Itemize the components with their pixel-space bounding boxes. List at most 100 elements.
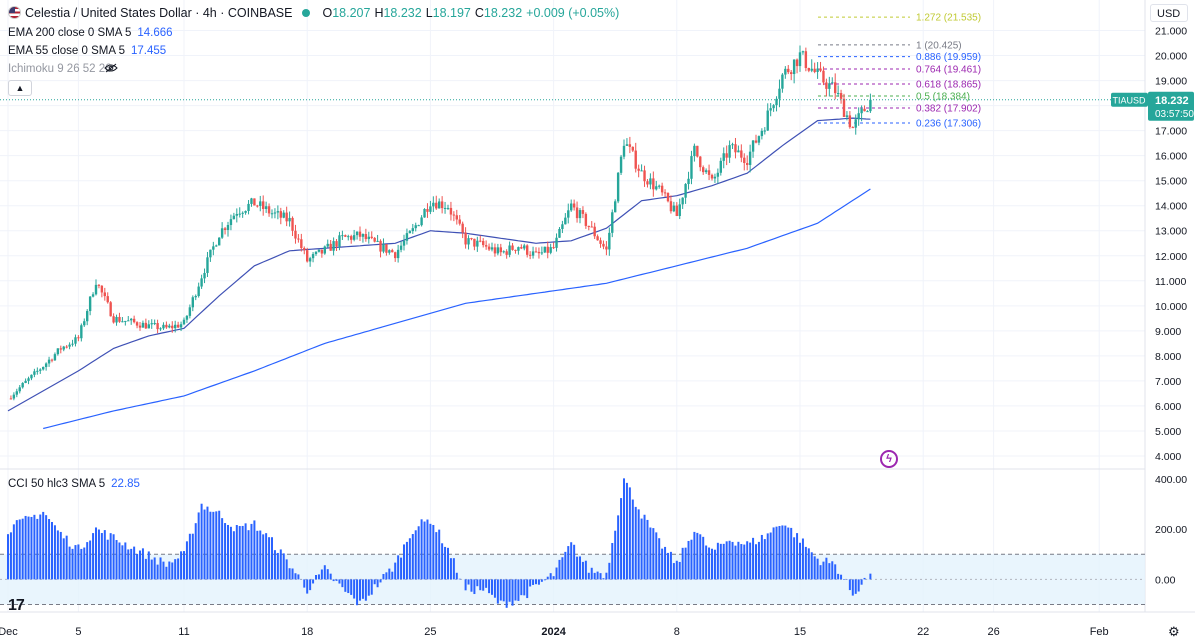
- candle-body: [182, 319, 186, 325]
- cci-bar: [315, 574, 317, 580]
- cci-bar: [229, 526, 232, 580]
- time-tick-label: 18: [301, 626, 313, 638]
- cci-bar: [493, 579, 496, 598]
- cci-bar: [540, 579, 543, 582]
- eye-off-icon[interactable]: [104, 63, 118, 73]
- us-flag-icon: [8, 6, 21, 19]
- candle-body: [470, 238, 473, 240]
- candle-body: [156, 323, 159, 330]
- candle-body: [118, 316, 121, 322]
- candle-body: [244, 210, 247, 213]
- candle-body: [80, 325, 83, 339]
- candle-body: [71, 343, 74, 345]
- lightning-icon[interactable]: ϟ: [880, 450, 898, 468]
- cci-bar: [391, 571, 394, 580]
- gear-icon[interactable]: ⚙: [1168, 624, 1180, 639]
- cci-bar: [593, 572, 596, 580]
- candle-body: [168, 325, 171, 328]
- cci-bar: [796, 533, 799, 580]
- candle-body: [12, 394, 16, 399]
- candle-body: [250, 198, 253, 204]
- candle-body: [39, 369, 42, 371]
- cci-bar: [388, 568, 391, 580]
- candle-body: [751, 140, 755, 152]
- candle-body: [379, 240, 382, 252]
- candle-body: [212, 246, 215, 250]
- cci-bar: [36, 518, 39, 580]
- cci-bar: [297, 574, 300, 580]
- cci-bar: [537, 579, 540, 585]
- cci-bar: [124, 542, 127, 580]
- cci-pane: [0, 478, 1145, 608]
- candle-body: [540, 252, 544, 254]
- candle-body: [27, 378, 30, 381]
- cci-bar: [373, 579, 376, 585]
- cci-bar: [353, 579, 356, 599]
- candle-body: [329, 243, 332, 251]
- cci-bar: [259, 530, 262, 580]
- chevron-up-icon[interactable]: ▲: [8, 80, 32, 96]
- cci-bar: [567, 546, 570, 580]
- candle-body: [150, 323, 153, 325]
- ema200-legend[interactable]: EMA 200 close 0 SMA 5 14.666: [8, 26, 173, 40]
- candle-body: [690, 156, 693, 179]
- candle-body: [83, 321, 86, 326]
- candle-body: [432, 202, 435, 207]
- cci-bar: [139, 550, 141, 580]
- ema200-path: [43, 188, 871, 430]
- cci-bar: [520, 579, 523, 596]
- open-label: O: [322, 6, 333, 20]
- cci-bar: [24, 515, 27, 580]
- cci-bar: [816, 558, 819, 580]
- cci-bar: [590, 567, 593, 580]
- cci-bar: [162, 561, 165, 580]
- cci-bar: [485, 579, 488, 588]
- symbol-legend[interactable]: Celestia / United States Dollar · 4h · C…: [8, 6, 619, 20]
- candle-body: [376, 240, 379, 242]
- cci-bar: [822, 561, 825, 580]
- cci-bar: [303, 579, 306, 588]
- cci-legend[interactable]: CCI 50 hlc3 SMA 5 22.85: [8, 477, 140, 491]
- cci-bar: [813, 556, 816, 580]
- candle-body: [411, 228, 414, 232]
- candle-body: [611, 212, 614, 233]
- candle-body: [860, 108, 863, 114]
- candle-body: [9, 398, 13, 400]
- tradingview-logo[interactable]: 17: [8, 597, 25, 614]
- cci-bar: [221, 518, 224, 580]
- ema55-line: [7, 117, 871, 412]
- candle-body: [279, 211, 282, 218]
- fibonacci-retracement[interactable]: 1.272 (21.535) 1 (20.425)0.886 (19.959) 0.…: [818, 13, 981, 130]
- cci-bar: [224, 523, 227, 580]
- candle-body: [273, 212, 277, 214]
- cci-bar: [664, 546, 667, 580]
- cci-bar: [649, 527, 652, 580]
- candle-body: [153, 323, 156, 325]
- cci-bar: [133, 546, 136, 580]
- price-tick-label: 5.000: [1155, 426, 1181, 438]
- cci-bar: [778, 525, 781, 580]
- ema55-path: [7, 117, 871, 412]
- currency-button[interactable]: USD: [1150, 4, 1188, 22]
- cci-bar: [370, 579, 373, 595]
- price-tick-label: 10.000: [1155, 301, 1187, 313]
- cci-bar: [262, 534, 265, 580]
- cci-bar: [523, 579, 526, 596]
- candle-body: [385, 244, 388, 253]
- ema55-legend[interactable]: EMA 55 close 0 SMA 5 17.455: [8, 44, 166, 58]
- candle-body: [484, 245, 488, 247]
- candle-body: [596, 236, 599, 241]
- cci-bar: [713, 549, 716, 580]
- cci-bar: [271, 537, 273, 580]
- cci-bar: [188, 533, 191, 580]
- candle-body: [294, 230, 297, 239]
- ichimoku-legend[interactable]: Ichimoku 9 26 52 26: [8, 62, 112, 76]
- cci-bar: [702, 536, 705, 580]
- cci-bar: [168, 561, 171, 580]
- candle-body: [628, 144, 632, 147]
- candle-body: [288, 217, 291, 222]
- cci-bar: [505, 579, 508, 608]
- cci-bar: [130, 548, 133, 580]
- candle-body: [144, 322, 148, 329]
